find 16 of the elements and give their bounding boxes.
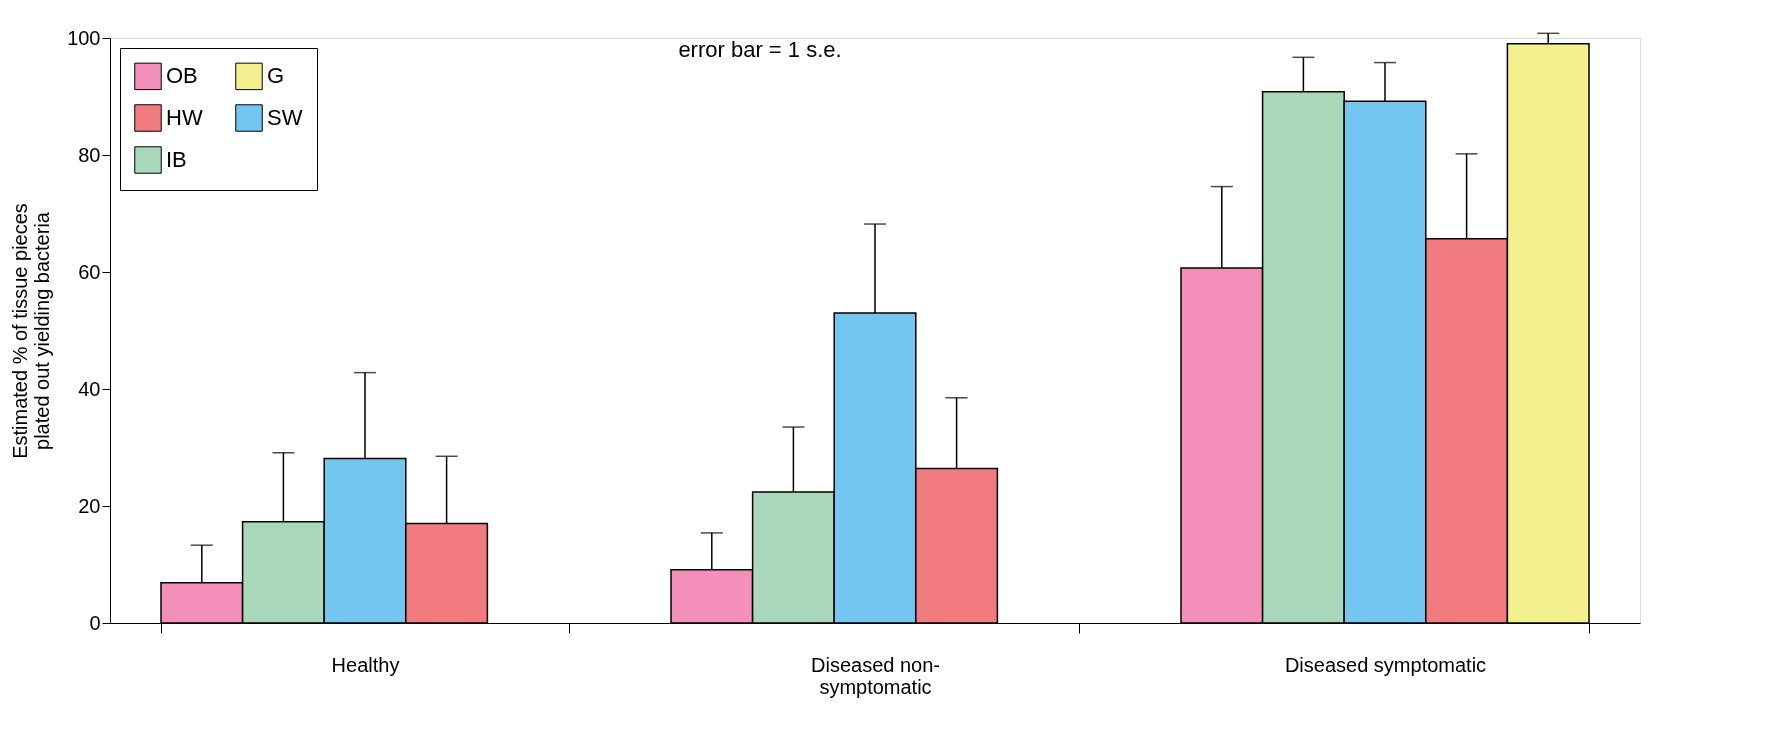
- y-tick-label: 100: [67, 26, 101, 49]
- y-tick-label: 60: [78, 260, 101, 283]
- y-tick-label: 80: [78, 143, 101, 166]
- annotation: error bar = 1 s.e.: [678, 37, 842, 62]
- legend-label: SW: [267, 105, 303, 130]
- legend-label: IB: [166, 147, 187, 172]
- y-tick-label: 40: [78, 377, 101, 400]
- x-tick-label: Diseased symptomatic: [1284, 653, 1487, 676]
- y-tick-label: 0: [89, 611, 101, 634]
- legend-label: OB: [166, 63, 198, 89]
- x-tick-label: Diseased non-symptomatic: [811, 653, 940, 698]
- legend-label: G: [267, 63, 285, 89]
- legend-label: HW: [166, 105, 203, 130]
- y-tick-label: 20: [78, 494, 101, 517]
- y-axis-title: Estimated % of tissue pieces plated out yielding bacteria: [9, 203, 54, 459]
- x-tick-label: Healthy: [331, 653, 400, 676]
